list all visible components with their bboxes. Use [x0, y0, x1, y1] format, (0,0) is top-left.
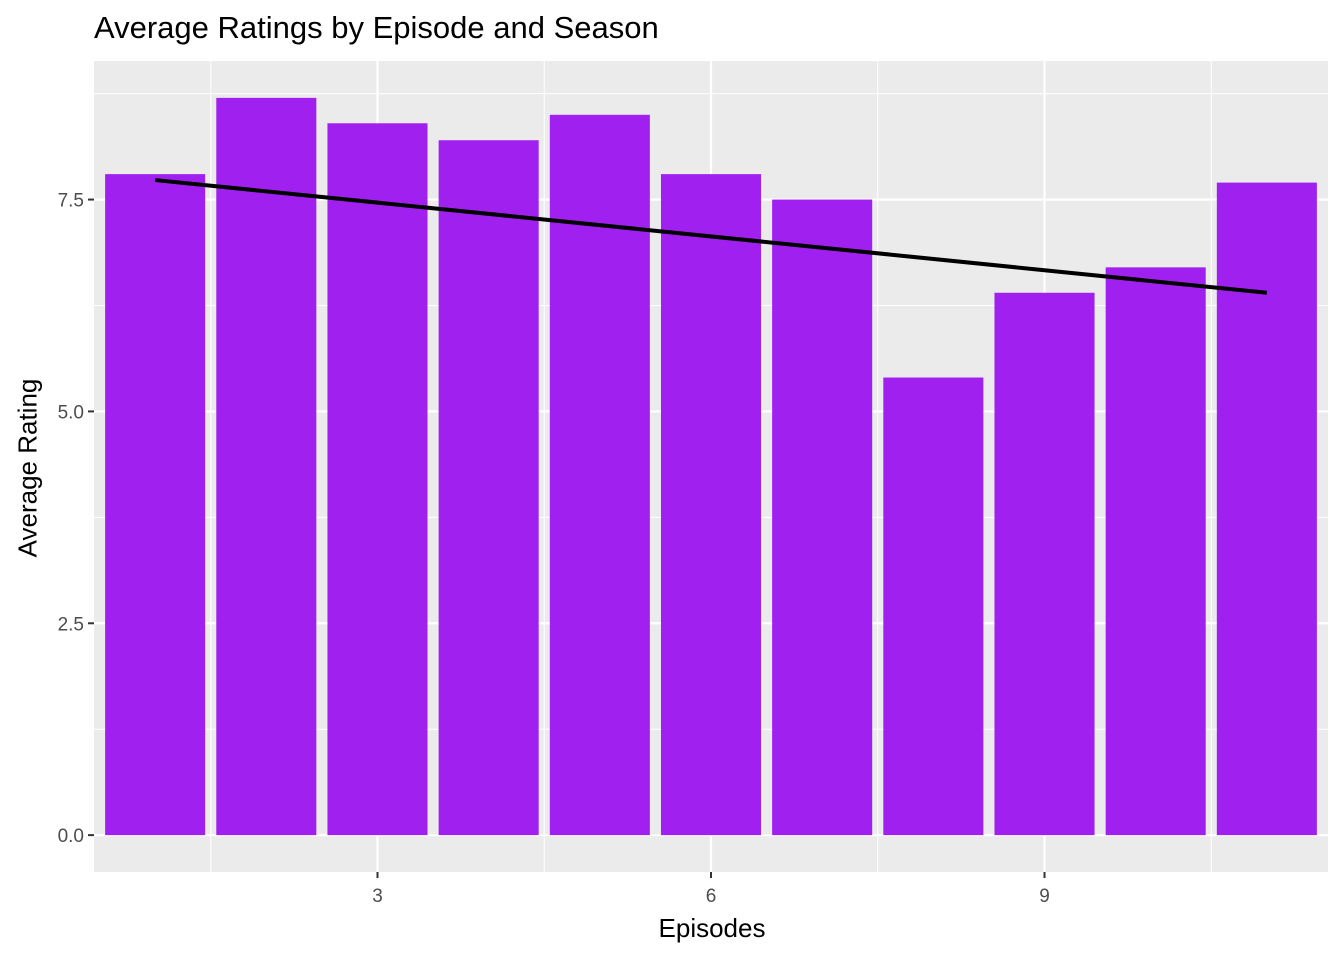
bar — [549, 114, 650, 836]
bar — [1105, 267, 1206, 836]
bar — [883, 377, 984, 836]
y-axis-label: Average Rating — [12, 378, 43, 558]
bar — [438, 140, 539, 836]
bar — [660, 174, 762, 836]
y-tick-label: 0.0 — [58, 826, 84, 847]
bar — [105, 174, 206, 836]
x-tick-label: 9 — [1039, 886, 1050, 907]
bar — [327, 123, 428, 836]
y-tick-label: 2.5 — [58, 614, 84, 635]
bar — [216, 97, 317, 836]
x-tick-label: 3 — [372, 886, 383, 907]
bar — [772, 199, 873, 836]
x-axis-label: Episodes — [658, 913, 766, 943]
y-tick-label: 7.5 — [58, 191, 84, 212]
y-tick-label: 5.0 — [58, 402, 84, 423]
chart-title: Average Ratings by Episode and Season — [94, 10, 659, 45]
trend-line — [154, 178, 1268, 295]
bar — [1216, 182, 1317, 836]
bar — [994, 292, 1095, 836]
x-tick-label: 6 — [706, 886, 717, 907]
